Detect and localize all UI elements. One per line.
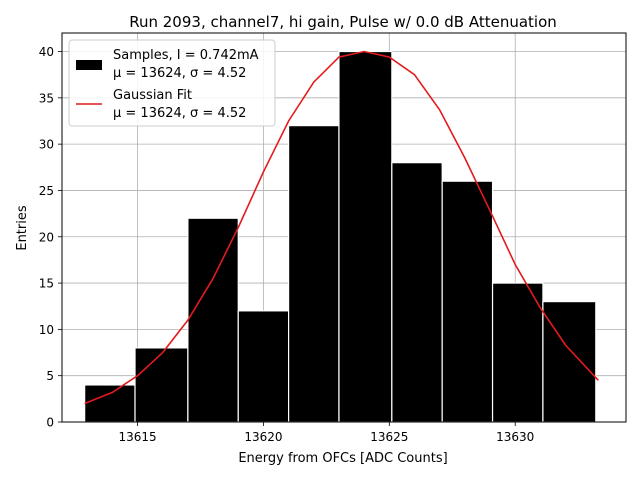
histogram-bar-4 [288,125,340,423]
x-axis-ticks: 13615 13620 13625 13630 [118,422,534,444]
y-tick-label-1: 5 [46,369,54,383]
x-tick-label-3: 13630 [496,430,534,444]
legend-label-fit: Gaussian Fit [113,88,192,103]
y-tick-label-8: 40 [39,45,54,59]
y-tick-label-4: 20 [39,230,54,244]
y-tick-label-6: 30 [39,138,54,152]
legend-stats-samples: μ = 13624, σ = 4.52 [113,66,246,81]
legend-stats-fit: μ = 13624, σ = 4.52 [113,106,246,121]
x-axis-label: Energy from OFCs [ADC Counts] [238,451,447,466]
gaussian-fit-line [84,50,599,405]
x-tick-label-1: 13620 [244,430,282,444]
histogram-bar-7 [441,180,494,423]
y-tick-label-0: 0 [46,416,54,430]
legend-box [68,39,276,127]
y-axis-label: Entries [15,205,30,251]
histogram-bar-0 [84,384,136,423]
legend-label-samples: Samples, I = 0.742mA [113,48,259,63]
y-axis-ticks: 0 5 10 15 20 25 30 35 40 [39,45,62,430]
y-tick-label-7: 35 [39,91,54,105]
y-tick-label-3: 15 [39,277,54,291]
x-tick-label-0: 13615 [118,430,156,444]
histogram-bar-6 [391,162,443,423]
chart-title: Run 2093, channel7, hi gain, Pulse w/ 0.… [129,13,557,31]
histogram-bar-3 [237,310,290,423]
histogram-bar-8 [491,282,544,423]
legend: Samples, I = 0.742mA μ = 13624, σ = 4.52… [68,39,276,127]
plot-frame [61,32,627,423]
y-tick-label-5: 25 [39,184,54,198]
legend-swatch-samples [76,60,102,70]
y-tick-label-2: 10 [39,323,54,337]
histogram-bar-1 [134,347,189,423]
histogram-bar-9 [542,300,597,423]
histogram-bar-5 [338,50,393,423]
x-tick-label-2: 13625 [370,430,408,444]
histogram-bar-2 [187,217,239,423]
